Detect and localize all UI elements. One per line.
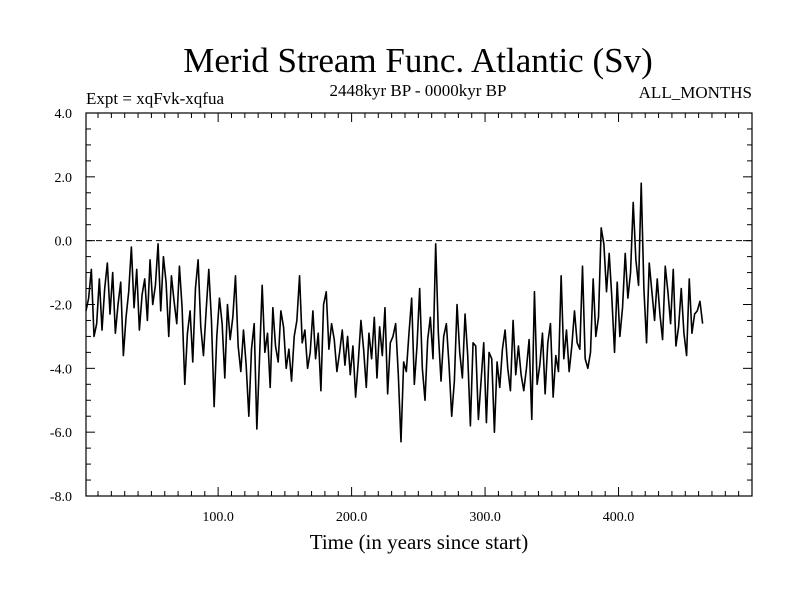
y-tick-label: -6.0 xyxy=(50,426,72,441)
x-tick-label: 100.0 xyxy=(202,510,234,525)
chart-title: Merid Stream Func. Atlantic (Sv) xyxy=(183,41,653,80)
y-tick-label: 4.0 xyxy=(55,107,73,122)
x-axis-label: Time (in years since start) xyxy=(310,530,529,554)
x-tick-label: 400.0 xyxy=(603,510,635,525)
y-axis-ticks: 4.0 2.0 0.0 -2.0 -4.0 -6.0 -8.0 xyxy=(50,107,752,505)
series-line-stream-function xyxy=(85,182,704,443)
y-tick-label: -2.0 xyxy=(50,299,72,314)
x-tick-label: 200.0 xyxy=(336,510,368,525)
y-tick-label: -4.0 xyxy=(50,362,72,377)
y-tick-label: -8.0 xyxy=(50,490,72,505)
y-tick-label: 0.0 xyxy=(55,235,73,250)
y-tick-label: 2.0 xyxy=(55,171,73,186)
x-tick-label: 300.0 xyxy=(469,510,501,525)
x-axis-ticks: 100.0 200.0 300.0 400.0 xyxy=(97,113,740,525)
experiment-label: Expt = xqFvk-xqfua xyxy=(86,89,224,108)
period-label: 2448kyr BP - 0000kyr BP xyxy=(330,81,507,100)
season-label: ALL_MONTHS xyxy=(639,83,752,102)
